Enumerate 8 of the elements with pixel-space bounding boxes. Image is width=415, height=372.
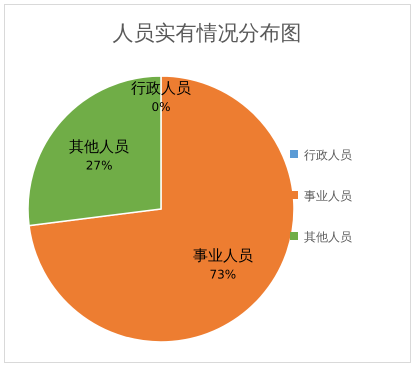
data-label: 73% [210,268,236,282]
chart-title: 人员实有情况分布图 [112,21,302,45]
data-label: 27% [86,158,112,172]
legend-label: 事业人员 [304,189,352,203]
slice-label: 其他人员 [69,137,130,156]
legend-label: 其他人员 [304,230,352,244]
slice-label: 事业人员 [192,246,253,265]
legend-label: 行政人员 [304,148,352,162]
